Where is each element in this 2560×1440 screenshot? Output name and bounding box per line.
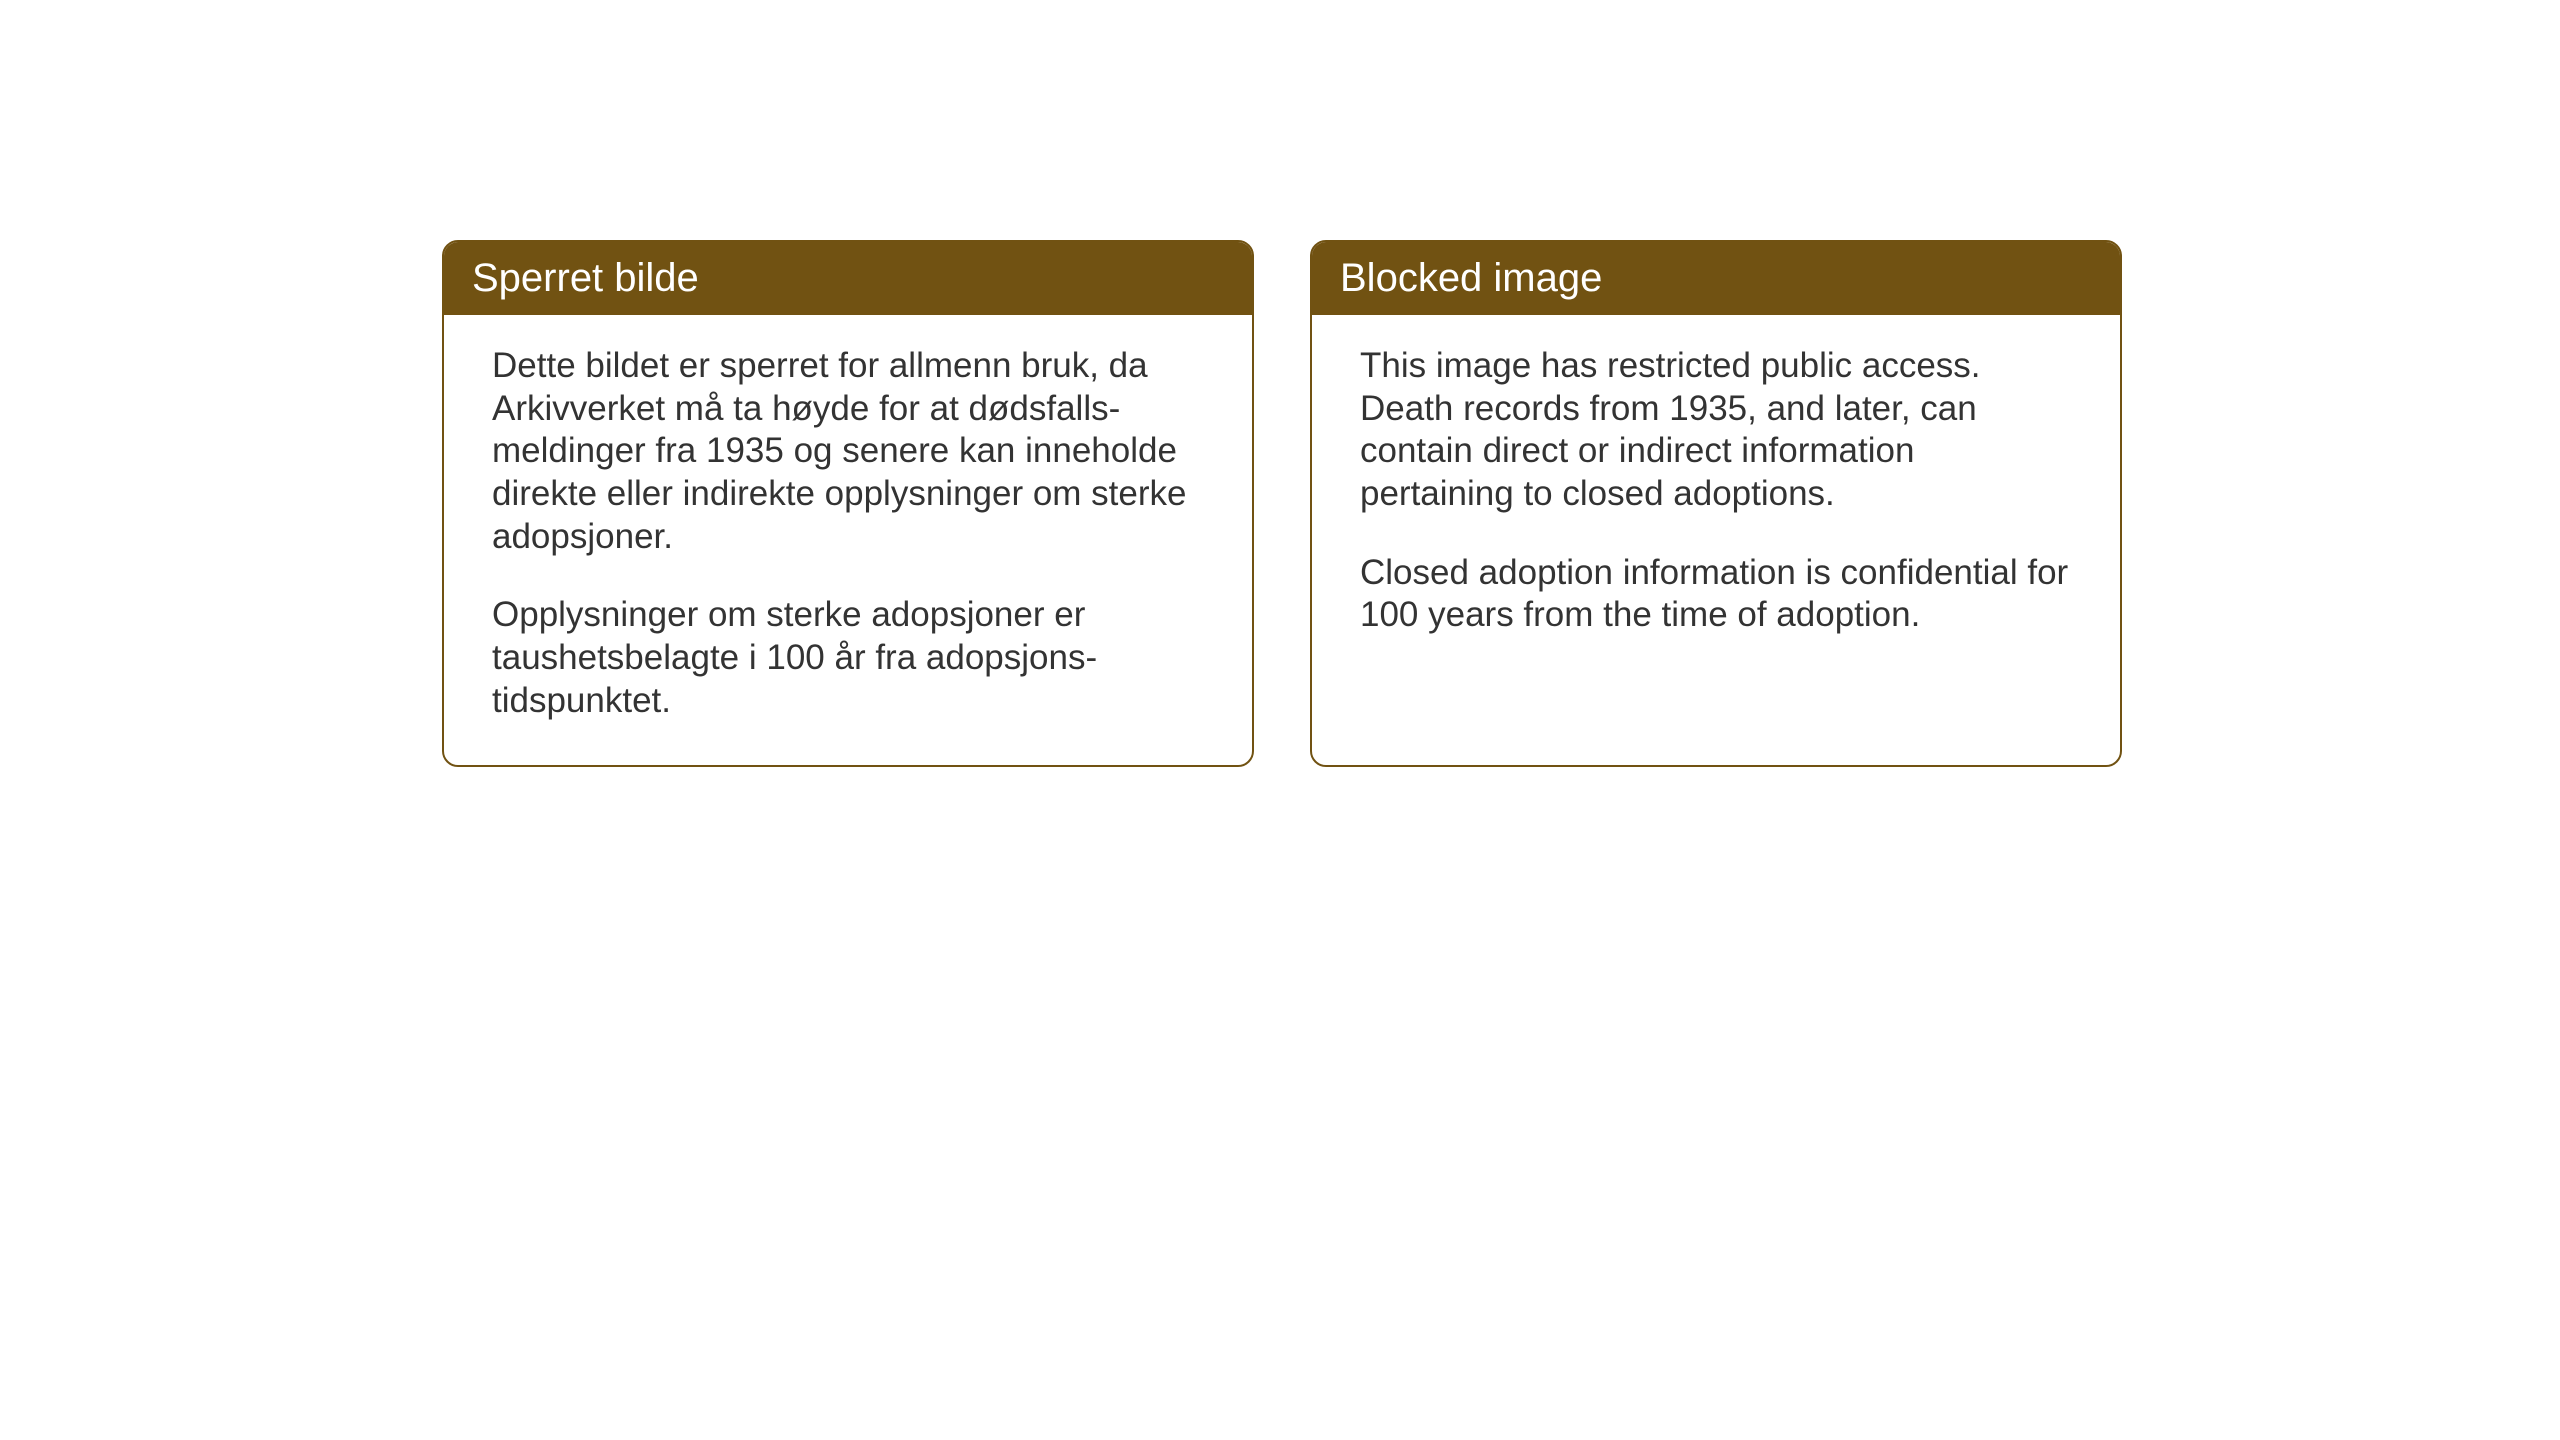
notice-card-norwegian: Sperret bilde Dette bildet er sperret fo…: [442, 240, 1254, 767]
card-title-english: Blocked image: [1340, 256, 1602, 300]
notice-card-english: Blocked image This image has restricted …: [1310, 240, 2122, 767]
paragraph-english-2: Closed adoption information is confident…: [1360, 552, 2072, 637]
card-body-english: This image has restricted public access.…: [1312, 315, 2120, 679]
card-header-norwegian: Sperret bilde: [444, 242, 1252, 315]
paragraph-norwegian-2: Opplysninger om sterke adopsjoner er tau…: [492, 594, 1204, 722]
paragraph-english-1: This image has restricted public access.…: [1360, 345, 2072, 516]
card-body-norwegian: Dette bildet er sperret for allmenn bruk…: [444, 315, 1252, 765]
card-header-english: Blocked image: [1312, 242, 2120, 315]
paragraph-norwegian-1: Dette bildet er sperret for allmenn bruk…: [492, 345, 1204, 558]
notice-container: Sperret bilde Dette bildet er sperret fo…: [442, 240, 2122, 767]
card-title-norwegian: Sperret bilde: [472, 256, 699, 300]
